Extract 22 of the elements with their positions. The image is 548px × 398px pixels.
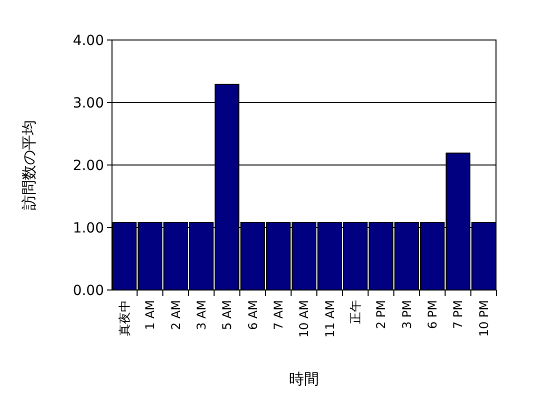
x-tick-label: 正午 (348, 300, 363, 324)
y-tick-label: 4.00 (72, 32, 104, 49)
x-tick-label: 10 PM (476, 300, 491, 337)
x-tick-label: 7 AM (272, 300, 286, 330)
x-tick-label: 2 AM (168, 300, 183, 330)
x-tick-label: 真夜中 (118, 300, 132, 336)
y-tick-label: 2.00 (72, 158, 104, 174)
x-tick-label: 1 AM (143, 300, 158, 330)
x-axis-title: 時間 (289, 370, 319, 388)
x-tick-label: 2 PM (374, 300, 388, 330)
x-tick-label: 6 AM (246, 300, 260, 330)
y-tick-label: 1.00 (72, 220, 104, 236)
y-axis-title: 訪問数の平均 (20, 120, 38, 210)
x-tick-label: 6 PM (426, 300, 440, 330)
x-tick-label: 3 AM (194, 300, 209, 330)
y-tick-label: 0.00 (72, 282, 104, 299)
x-tick-label: 3 PM (400, 300, 414, 330)
x-tick-label: 5 AM (220, 300, 234, 330)
x-tick-label: 11 AM (322, 300, 337, 338)
x-tick-label: 10 AM (297, 300, 312, 338)
y-tick-label: 3.00 (72, 95, 104, 112)
x-tick-label: 7 PM (451, 300, 466, 330)
